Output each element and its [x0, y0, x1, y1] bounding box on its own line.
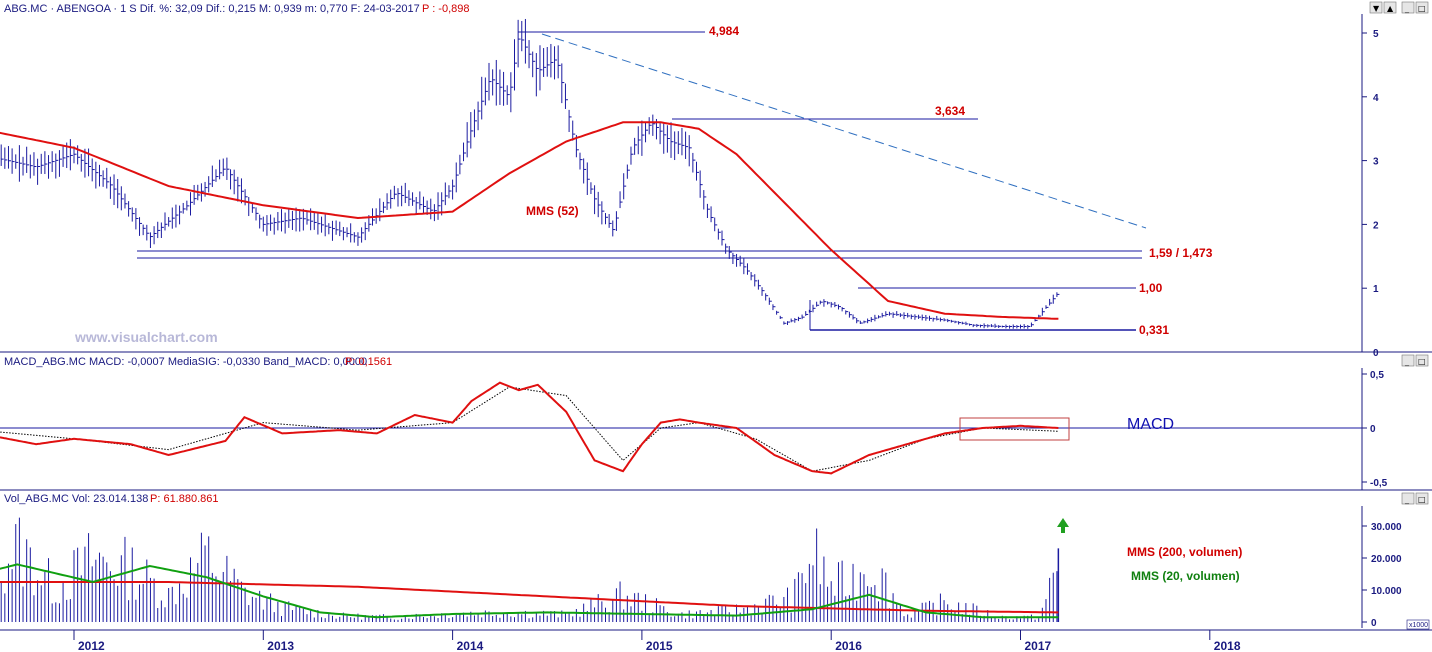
maximize-icon: □ — [1418, 357, 1426, 366]
volume-y-tick-label: 0 — [1371, 618, 1377, 629]
macd-panel: MACD_ABG.MC MACD: -0,0007 MediaSIG: -0,0… — [0, 354, 1429, 490]
macd-y-tick-label: 0,5 — [1370, 370, 1384, 381]
volume-ma200-line — [0, 581, 1059, 614]
watermark: www.visualchart.com — [74, 329, 218, 345]
maximize-panel-button[interactable] — [1415, 1, 1429, 14]
volume-header-perf: P: 61.880.861 — [150, 493, 219, 505]
volume-ma20-line — [0, 563, 1059, 619]
macd-line — [0, 381, 1059, 475]
low-label: 0,331 — [1139, 323, 1169, 337]
support-label: 1,59 / 1,473 — [1149, 246, 1213, 260]
x-tick-label: 2015 — [646, 639, 673, 652]
price-y-tick-label: 1 — [1373, 284, 1379, 295]
ma52-label: MMS (52) — [526, 204, 579, 218]
x-tick-label: 2018 — [1214, 639, 1241, 652]
x-tick-label: 2012 — [78, 639, 105, 652]
ma52-line — [0, 121, 1059, 320]
macd-header-perf: P: 0,1561 — [345, 356, 392, 368]
macd-y-tick-label: -0,5 — [1370, 478, 1388, 489]
volume-unit-box — [1406, 619, 1430, 630]
macd-header: MACD_ABG.MC MACD: -0,0007 MediaSIG: -0,0… — [4, 356, 367, 368]
high-label: 4,984 — [709, 24, 739, 38]
price-header-perf: P : -0,898 — [422, 3, 470, 15]
x-tick-label: 2014 — [457, 639, 484, 652]
price-y-tick-label: 4 — [1373, 93, 1379, 104]
price-y-ticks: 5 4 3 2 1 0 — [1362, 29, 1379, 359]
scroll-up-button[interactable] — [1383, 1, 1397, 14]
volume-ma200-label: MMS (200, volumen) — [1127, 545, 1242, 559]
up-arrow-icon — [1057, 518, 1069, 533]
price-panel: ABG.MC · ABENGOA · 1 S Dif. %: 32,09 Dif… — [0, 0, 1432, 359]
macd-signal-line — [0, 386, 1059, 472]
price-panel-bg — [0, 0, 1432, 352]
x-tick-label: 2017 — [1025, 639, 1052, 652]
volume-maximize-button[interactable] — [1415, 492, 1429, 505]
volume-header: Vol_ABG.MC Vol: 23.014.138 — [4, 493, 148, 505]
macd-label: MACD — [1127, 416, 1174, 433]
minimize-icon: _ — [1404, 495, 1410, 504]
scroll-up-icon: ▲ — [1387, 4, 1394, 13]
x-tick-label: 2013 — [267, 639, 294, 652]
x-tick-label: 2016 — [835, 639, 862, 652]
mid-high-label: 3,634 — [935, 104, 965, 118]
macd-y-ticks: 0,5 0 -0,5 — [1362, 370, 1388, 489]
volume-minimize-button[interactable] — [1401, 492, 1415, 505]
minimize-icon: _ — [1404, 357, 1410, 366]
volume-panel: Vol_ABG.MC Vol: 23.014.138 P: 61.880.861… — [0, 492, 1430, 630]
price-y-tick-label: 3 — [1373, 157, 1379, 168]
macd-maximize-button[interactable] — [1415, 354, 1429, 367]
price-header: ABG.MC · ABENGOA · 1 S Dif. %: 32,09 Dif… — [4, 3, 420, 15]
maximize-icon: □ — [1418, 4, 1426, 13]
macd-minimize-button[interactable] — [1401, 354, 1415, 367]
volume-ma20-label: MMS (20, volumen) — [1131, 569, 1240, 583]
macd-highlight-box — [959, 417, 1070, 441]
minimize-icon: _ — [1404, 4, 1410, 13]
resistance-label: 1,00 — [1139, 281, 1163, 295]
volume-y-tick-label: 30.000 — [1371, 522, 1402, 533]
price-panel-buttons: ▼ ▲ _ □ — [1369, 1, 1429, 14]
maximize-icon: □ — [1418, 495, 1426, 504]
macd-panel-buttons: _ □ — [1401, 354, 1429, 367]
volume-y-ticks: 30.000 20.000 10.000 0 — [1362, 522, 1402, 629]
downtrend-line — [541, 33, 1147, 229]
price-y-tick-label: 0 — [1373, 348, 1379, 359]
volume-y-tick-label: 20.000 — [1371, 554, 1402, 565]
volume-bars — [0, 517, 1060, 622]
macd-y-tick-label: 0 — [1370, 424, 1376, 435]
price-y-tick-label: 2 — [1373, 220, 1379, 231]
scroll-down-button[interactable] — [1369, 1, 1383, 14]
price-y-tick-label: 5 — [1373, 29, 1379, 40]
volume-y-tick-label: 10.000 — [1371, 586, 1402, 597]
x-axis-ticks: 2012 2013 2014 2015 2016 2017 2018 — [73, 630, 1241, 652]
volume-panel-buttons: _ □ — [1401, 492, 1429, 505]
volume-unit: x1000 — [1409, 622, 1428, 629]
scroll-down-icon: ▼ — [1373, 4, 1380, 13]
minimize-panel-button[interactable] — [1401, 1, 1415, 14]
